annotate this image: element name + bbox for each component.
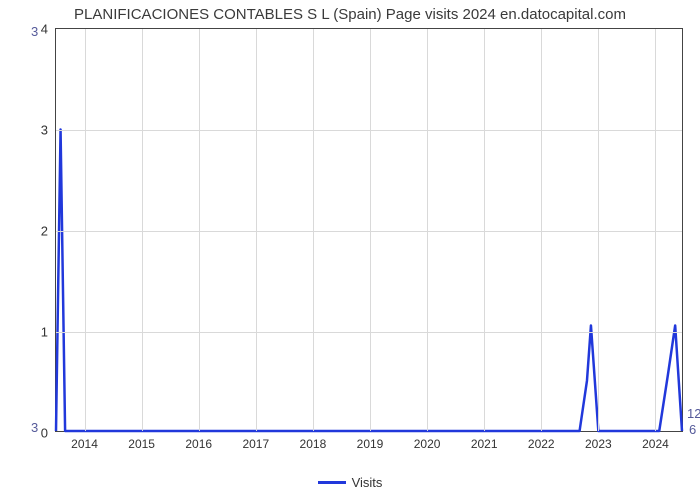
grid-line-vertical xyxy=(427,29,428,431)
grid-line-vertical xyxy=(598,29,599,431)
corner-label-bottom-right-lower: 6 xyxy=(689,422,696,437)
grid-line-vertical xyxy=(85,29,86,431)
x-tick-label: 2016 xyxy=(185,431,212,451)
grid-line-vertical xyxy=(142,29,143,431)
grid-line-vertical xyxy=(199,29,200,431)
x-tick-label: 2021 xyxy=(471,431,498,451)
y-tick-label: 4 xyxy=(41,22,56,37)
grid-line-vertical xyxy=(541,29,542,431)
x-tick-label: 2018 xyxy=(300,431,327,451)
corner-label-bottom-right-upper: 12 xyxy=(687,406,700,421)
grid-line-vertical xyxy=(256,29,257,431)
x-tick-label: 2015 xyxy=(128,431,155,451)
x-tick-label: 2024 xyxy=(642,431,669,451)
corner-label-top-left: 3 xyxy=(31,24,38,39)
x-tick-label: 2019 xyxy=(357,431,384,451)
y-tick-label: 0 xyxy=(41,426,56,441)
grid-line-horizontal xyxy=(56,130,682,131)
chart-title: PLANIFICACIONES CONTABLES S L (Spain) Pa… xyxy=(0,6,700,23)
chart-root: PLANIFICACIONES CONTABLES S L (Spain) Pa… xyxy=(0,0,700,500)
x-tick-label: 2023 xyxy=(585,431,612,451)
grid-line-horizontal xyxy=(56,231,682,232)
y-tick-label: 3 xyxy=(41,123,56,138)
visits-line-series xyxy=(56,29,682,431)
x-tick-label: 2017 xyxy=(242,431,269,451)
grid-line-vertical xyxy=(484,29,485,431)
legend-swatch xyxy=(318,481,346,484)
y-tick-label: 1 xyxy=(41,325,56,340)
grid-line-vertical xyxy=(655,29,656,431)
grid-line-vertical xyxy=(313,29,314,431)
corner-label-bottom-left: 3 xyxy=(31,420,38,435)
y-tick-label: 2 xyxy=(41,224,56,239)
plot-area: 0123420142015201620172018201920202021202… xyxy=(55,28,683,432)
grid-line-horizontal xyxy=(56,332,682,333)
grid-line-vertical xyxy=(370,29,371,431)
legend-label: Visits xyxy=(352,475,383,490)
legend: Visits xyxy=(0,474,700,490)
x-tick-label: 2020 xyxy=(414,431,441,451)
x-tick-label: 2022 xyxy=(528,431,555,451)
x-tick-label: 2014 xyxy=(71,431,98,451)
